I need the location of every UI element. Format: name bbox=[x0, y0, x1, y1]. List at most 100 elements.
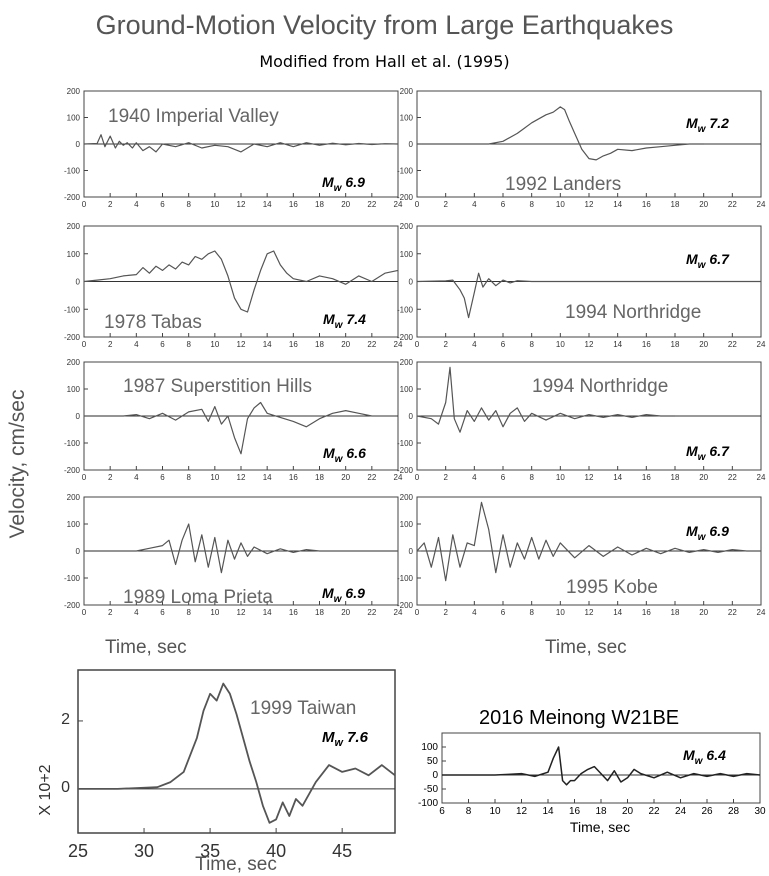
x-tick-label: 4 bbox=[472, 473, 477, 482]
x-tick-label: 22 bbox=[367, 608, 376, 617]
x-tick-label: 18 bbox=[671, 340, 680, 349]
x-tick-label: 10 bbox=[556, 340, 565, 349]
x-tick-label: 22 bbox=[728, 608, 737, 617]
x-tick-label: 8 bbox=[186, 473, 191, 482]
x-tick-label: 24 bbox=[394, 608, 403, 617]
magnitude-label: Mw 7.4 bbox=[323, 311, 366, 331]
x-tick-label: 24 bbox=[757, 473, 766, 482]
y-tick-label: 0 bbox=[61, 779, 70, 796]
x-tick-label: 2 bbox=[108, 340, 113, 349]
x-tick-label: 8 bbox=[529, 473, 534, 482]
y-tick-label: 0 bbox=[432, 770, 438, 781]
x-tick-label: 20 bbox=[341, 608, 350, 617]
x-tick-label: 0 bbox=[82, 200, 87, 209]
series-line bbox=[84, 523, 398, 574]
y-tick-label: 0 bbox=[409, 140, 414, 149]
event-label: 1992 Landers bbox=[505, 174, 621, 195]
x-tick-label: 22 bbox=[367, 340, 376, 349]
y-tick-label: 200 bbox=[400, 222, 414, 231]
x-tick-label: 12 bbox=[237, 200, 246, 209]
x-tick-label: 4 bbox=[134, 340, 139, 349]
x-tick-label: 18 bbox=[315, 200, 324, 209]
figure-subtitle: Modified from Hall et al. (1995) bbox=[259, 52, 510, 71]
x-tick-label: 24 bbox=[394, 340, 403, 349]
x-tick-label: 18 bbox=[595, 806, 607, 817]
y-tick-label: -100 bbox=[64, 439, 81, 448]
x-tick-label: 14 bbox=[613, 473, 622, 482]
chart-panel-2: 0 2 4 6 8 10 12 14 16 18 20 22 242001000-100-2001978… bbox=[64, 222, 403, 349]
plot-frame bbox=[77, 669, 396, 834]
event-label: 2016 Meinong W21BE bbox=[479, 707, 679, 729]
x-tick-label: 0 bbox=[82, 608, 87, 617]
x-tick-label: 10 bbox=[556, 608, 565, 617]
y-tick-label: 0 bbox=[409, 278, 414, 287]
x-tick-label: 12 bbox=[237, 608, 246, 617]
x-tick-label: 20 bbox=[699, 340, 708, 349]
y-tick-label: -200 bbox=[397, 601, 414, 610]
x-tick-label: 4 bbox=[134, 200, 139, 209]
series-line bbox=[83, 250, 399, 313]
x-tick-label: 25 bbox=[68, 841, 88, 861]
x-tick-label: 30 bbox=[754, 806, 766, 817]
x-tick-label: 14 bbox=[263, 473, 272, 482]
magnitude-label: Mw 6.9 bbox=[322, 174, 365, 194]
x-tick-label: 10 bbox=[556, 200, 565, 209]
x-tick-label: 8 bbox=[186, 200, 191, 209]
x-tick-label: 22 bbox=[728, 200, 737, 209]
y-tick-label: 100 bbox=[400, 520, 414, 529]
series-line bbox=[416, 272, 761, 319]
chart-panel-7: 0 2 4 6 8 10 12 14 16 18 20 22 242001000-100-2001995… bbox=[397, 493, 766, 617]
chart-panel-8: 25 30 35 40 45 2 0 1999 Taiwan Mw 7.6 bbox=[61, 669, 396, 861]
x-tick-label: 22 bbox=[367, 473, 376, 482]
event-label: 1995 Kobe bbox=[566, 577, 658, 598]
magnitude-label: Mw 6.7 bbox=[686, 443, 730, 463]
x-tick-label: 4 bbox=[472, 340, 477, 349]
x-tick-label: 10 bbox=[556, 473, 565, 482]
y-tick-label: -100 bbox=[397, 574, 414, 583]
y-tick-label: 100 bbox=[400, 114, 414, 123]
magnitude-label: Mw 6.6 bbox=[323, 445, 366, 465]
series-line bbox=[84, 401, 372, 455]
x-tick-label: 0 bbox=[415, 340, 420, 349]
x-tick-label: 30 bbox=[134, 841, 154, 861]
x-tick-label: 12 bbox=[585, 200, 594, 209]
x-tick-label: 0 bbox=[82, 473, 87, 482]
chart-panel-4: 0 2 4 6 8 10 12 14 16 18 20 22 242001000-100-2001987… bbox=[64, 358, 403, 482]
x-tick-label: 6 bbox=[160, 200, 165, 209]
x-tick-label: 12 bbox=[237, 340, 246, 349]
x-tick-label: 12 bbox=[585, 473, 594, 482]
x-tick-label: 20 bbox=[699, 473, 708, 482]
y-multiplier-label: X 10+2 bbox=[37, 764, 54, 815]
x-tick-label: 4 bbox=[134, 608, 139, 617]
x-tick-label: 6 bbox=[501, 473, 506, 482]
x-tick-label: 8 bbox=[186, 340, 191, 349]
x-tick-label: 14 bbox=[613, 340, 622, 349]
x-tick-label: 0 bbox=[82, 340, 87, 349]
x-tick-label: 0 bbox=[415, 473, 420, 482]
y-tick-label: 100 bbox=[67, 250, 81, 259]
y-tick-label: 2 bbox=[61, 711, 70, 728]
series-line bbox=[417, 106, 704, 161]
x-tick-label: 16 bbox=[642, 340, 651, 349]
x-tick-label: 14 bbox=[613, 608, 622, 617]
chart-panel-9: 6 8 10 12 14 16 18 20 22 24 26 28 30 100 50 0 -50 -100 201… bbox=[418, 707, 766, 817]
chart-panel-1: 0 2 4 6 8 10 12 14 16 18 20 22 242001000-100-2001992… bbox=[397, 87, 766, 209]
magnitude-label: Mw 6.9 bbox=[686, 523, 729, 543]
x-tick-label: 6 bbox=[160, 608, 165, 617]
x-tick-label: 10 bbox=[210, 340, 219, 349]
x-tick-label: 35 bbox=[200, 841, 220, 861]
x-tick-label: 20 bbox=[699, 608, 708, 617]
x-tick-label: 20 bbox=[699, 200, 708, 209]
event-label: 1978 Tabas bbox=[104, 312, 202, 333]
x-tick-label: 18 bbox=[315, 473, 324, 482]
x-tick-label: 12 bbox=[585, 340, 594, 349]
x-tick-label: 2 bbox=[443, 340, 448, 349]
x-tick-label: 22 bbox=[648, 806, 660, 817]
y-tick-label: -100 bbox=[397, 167, 414, 176]
magnitude-label: Mw 6.7 bbox=[686, 251, 730, 271]
magnitude-label: Mw 7.2 bbox=[686, 115, 729, 135]
x-tick-label: 24 bbox=[757, 200, 766, 209]
event-label: 1987 Superstition Hills bbox=[123, 376, 312, 397]
